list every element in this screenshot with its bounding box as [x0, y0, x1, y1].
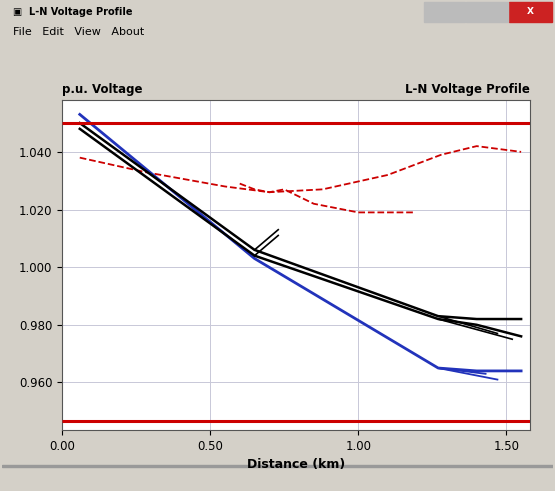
- Bar: [467, 2, 508, 22]
- Text: File   Edit   View   About: File Edit View About: [13, 27, 144, 37]
- Bar: [424, 2, 466, 22]
- X-axis label: Distance (km): Distance (km): [247, 458, 345, 471]
- Bar: [509, 2, 552, 22]
- Text: p.u. Voltage: p.u. Voltage: [62, 83, 143, 96]
- Text: L-N Voltage Profile: L-N Voltage Profile: [405, 83, 530, 96]
- Text: ▣  L-N Voltage Profile: ▣ L-N Voltage Profile: [13, 7, 133, 17]
- Bar: [2, 465, 553, 466]
- Text: X: X: [527, 7, 534, 17]
